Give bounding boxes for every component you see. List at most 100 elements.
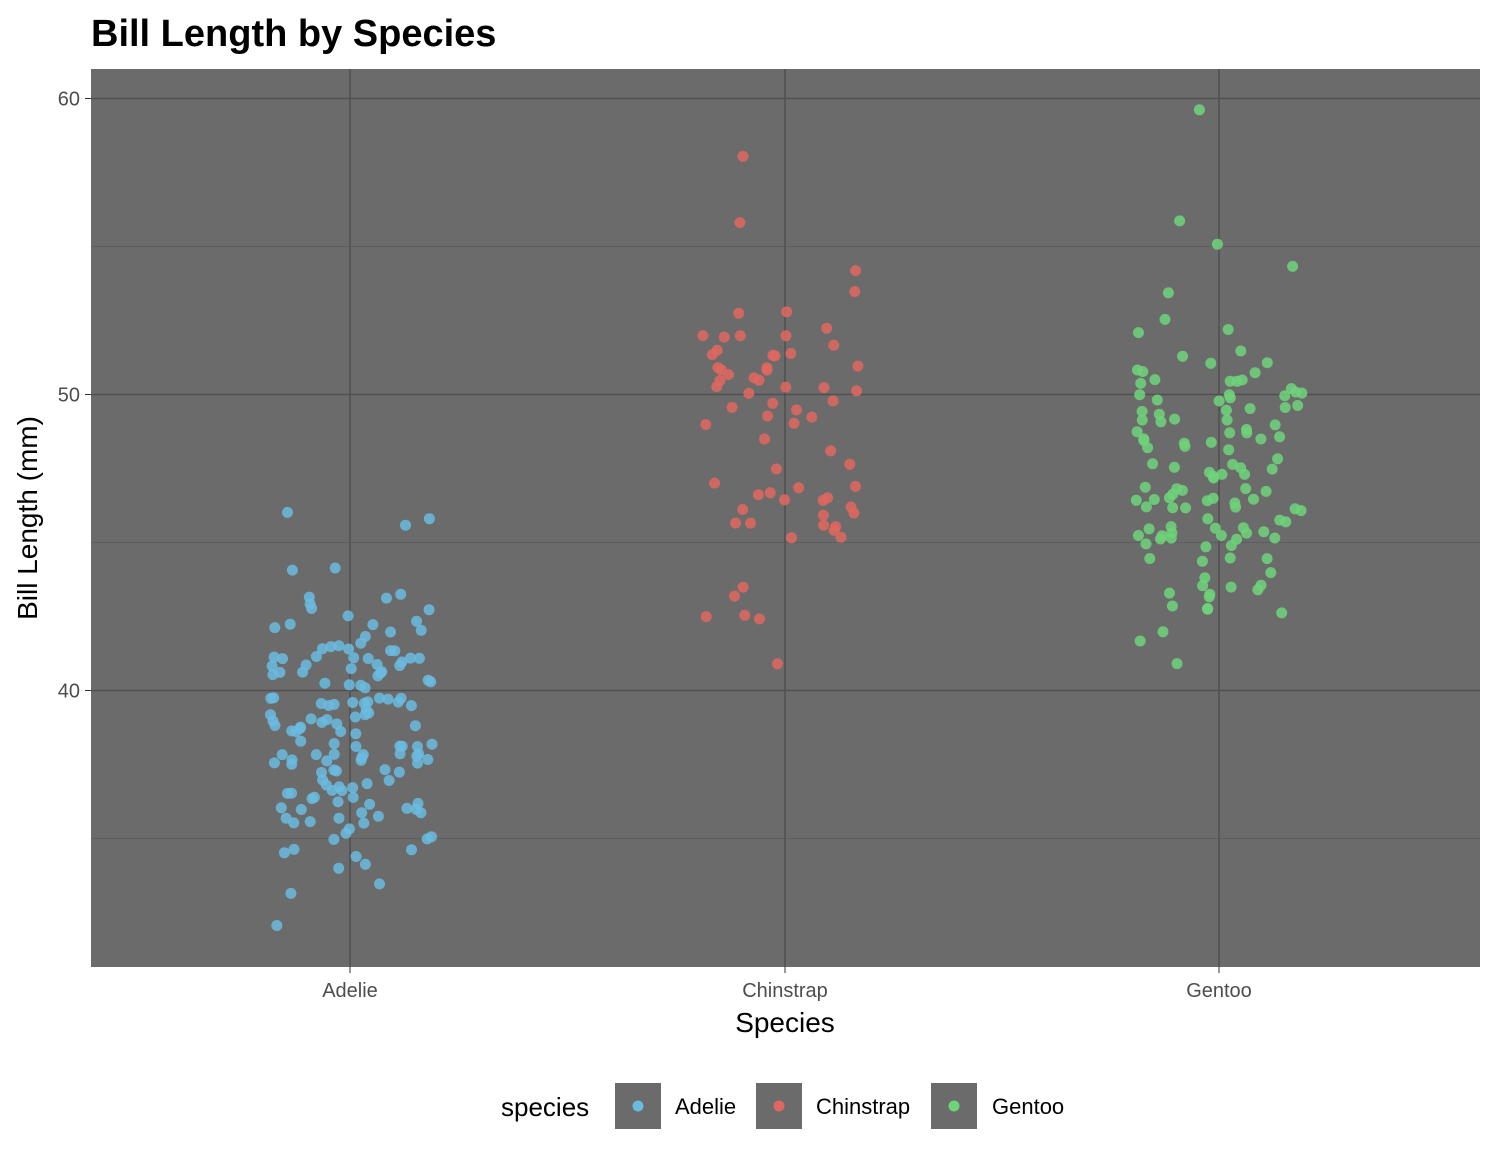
data-point-gentoo [1166, 600, 1178, 612]
data-point-adelie [286, 564, 298, 576]
data-point-gentoo [1213, 395, 1225, 407]
data-point-gentoo [1159, 313, 1171, 325]
legend-swatch-gentoo [948, 1100, 960, 1112]
data-point-gentoo [1260, 485, 1272, 497]
data-point-gentoo [1130, 494, 1142, 506]
data-point-chinstrap [734, 330, 746, 342]
data-point-gentoo [1225, 581, 1237, 593]
data-point-adelie [364, 798, 376, 810]
data-point-adelie [304, 816, 316, 828]
data-point-chinstrap [745, 517, 756, 529]
data-point-adelie [392, 696, 404, 708]
data-point-gentoo [1255, 433, 1267, 445]
data-point-gentoo [1258, 526, 1270, 538]
data-point-adelie [281, 787, 293, 799]
data-point-adelie [336, 785, 348, 797]
data-point-adelie [385, 626, 396, 638]
data-point-gentoo [1252, 584, 1264, 596]
data-point-adelie [381, 592, 392, 604]
data-point-chinstrap [759, 433, 770, 445]
data-point-adelie [297, 666, 309, 678]
y-tick-label: 50 [58, 385, 80, 407]
data-point-chinstrap [748, 372, 760, 384]
data-point-chinstrap [764, 487, 776, 499]
data-point-adelie [328, 738, 340, 750]
data-point-gentoo [1140, 501, 1152, 513]
data-point-adelie [350, 851, 362, 862]
data-point-gentoo [1151, 394, 1163, 406]
data-point-adelie [396, 740, 408, 752]
data-point-gentoo [1240, 483, 1252, 495]
data-point-gentoo [1168, 461, 1180, 473]
data-point-gentoo [1177, 350, 1189, 362]
data-point-adelie [317, 774, 329, 786]
data-point-gentoo [1167, 488, 1179, 500]
data-point-gentoo [1211, 238, 1223, 250]
data-point-chinstrap [825, 445, 837, 457]
data-point-chinstrap [700, 419, 712, 430]
data-point-gentoo [1208, 472, 1220, 484]
data-point-gentoo [1144, 553, 1156, 564]
data-point-adelie [349, 711, 361, 723]
data-point-gentoo [1209, 522, 1221, 534]
data-point-adelie [328, 764, 340, 776]
data-point-adelie [310, 749, 322, 761]
data-point-gentoo [1248, 493, 1259, 505]
data-point-adelie [374, 878, 385, 890]
data-point-gentoo [1176, 484, 1188, 496]
legend-items: Adelie Chinstrap Gentoo [615, 1083, 1064, 1129]
data-point-chinstrap [849, 286, 861, 297]
data-point-gentoo [1269, 532, 1281, 544]
data-point-gentoo [1196, 555, 1208, 567]
data-point-adelie [266, 660, 278, 672]
data-point-gentoo [1266, 463, 1278, 475]
data-point-gentoo [1174, 215, 1186, 227]
data-point-gentoo [1279, 402, 1291, 413]
data-point-adelie [371, 659, 383, 670]
data-point-adelie [267, 715, 279, 727]
legend-label-chinstrap: Chinstrap [816, 1094, 910, 1119]
data-point-adelie [423, 604, 435, 616]
data-point-adelie [359, 631, 371, 642]
data-point-adelie [372, 810, 384, 822]
data-point-adelie [288, 817, 300, 829]
data-point-adelie [285, 887, 297, 899]
data-point-adelie [422, 674, 434, 686]
data-point-chinstrap [754, 613, 765, 625]
data-point-gentoo [1171, 658, 1183, 670]
data-point-adelie [410, 803, 422, 815]
data-point-gentoo [1149, 374, 1161, 386]
data-point-chinstrap [711, 344, 723, 356]
data-point-chinstrap [852, 360, 864, 372]
data-point-adelie [268, 757, 280, 769]
data-point-adelie [319, 677, 331, 689]
data-point-adelie [274, 666, 286, 678]
data-point-chinstrap [715, 364, 727, 376]
data-point-gentoo [1193, 104, 1205, 116]
data-point-gentoo [1157, 626, 1169, 638]
data-point-adelie [395, 588, 407, 600]
data-point-chinstrap [817, 509, 829, 521]
data-point-chinstrap [818, 382, 830, 394]
x-axis-ticks: Adelie Chinstrap Gentoo [322, 967, 1252, 1002]
data-point-chinstrap [718, 331, 730, 343]
data-point-adelie [333, 812, 345, 824]
data-point-adelie [310, 651, 322, 662]
data-point-adelie [382, 693, 394, 705]
data-point-adelie [363, 707, 375, 719]
data-point-chinstrap [700, 611, 712, 623]
data-point-adelie [379, 764, 391, 776]
data-point-adelie [383, 775, 395, 786]
data-point-adelie [350, 728, 362, 740]
y-tick-label: 60 [58, 89, 80, 111]
data-point-chinstrap [769, 350, 781, 362]
data-point-gentoo [1162, 287, 1174, 299]
data-point-gentoo [1201, 495, 1213, 507]
data-point-adelie [415, 624, 427, 636]
data-point-adelie [295, 804, 307, 815]
data-point-chinstrap [737, 504, 749, 515]
data-point-adelie [361, 778, 373, 790]
data-point-chinstrap [709, 477, 721, 489]
data-point-chinstrap [734, 217, 746, 229]
y-axis-title: Bill Length (mm) [12, 416, 43, 620]
